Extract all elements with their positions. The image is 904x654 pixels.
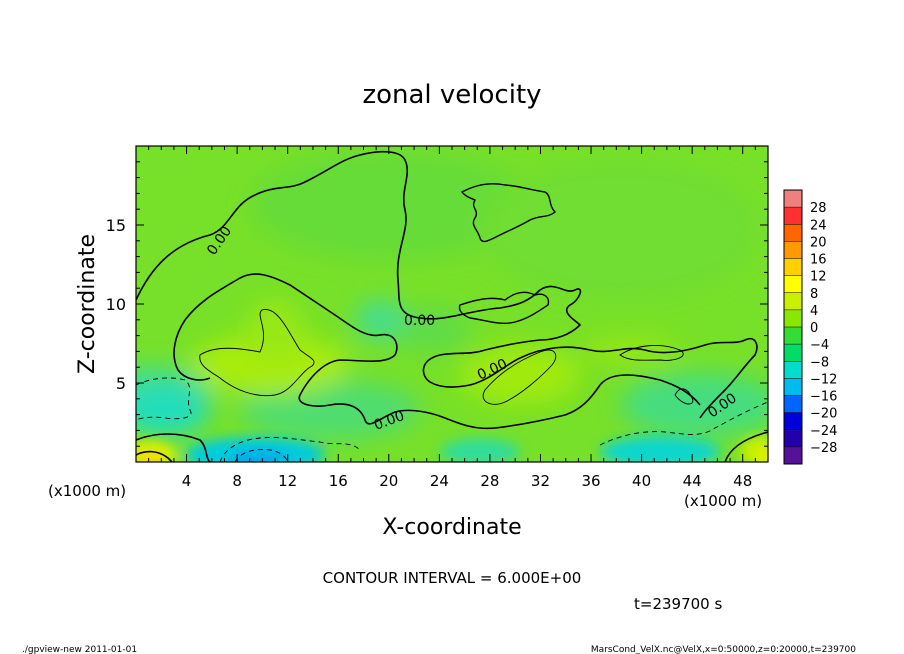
x-unit-label-left: (x1000 m) bbox=[48, 482, 126, 500]
colorbar-swatch bbox=[784, 207, 802, 225]
colorbar-swatch bbox=[784, 412, 802, 430]
neg-contour-dashed-bottom bbox=[219, 437, 361, 462]
colorbar-label: 0 bbox=[810, 321, 818, 336]
footer-left: ./gpview-new 2011-01-01 bbox=[22, 645, 137, 654]
zero-contour-left-edge bbox=[173, 319, 211, 381]
pos-contour-corner-left-inner bbox=[136, 450, 173, 462]
colorbar-label: −20 bbox=[810, 407, 837, 422]
colorbar-label: −24 bbox=[810, 424, 837, 439]
x-tick-label: 40 bbox=[632, 472, 651, 490]
x-tick-label: 24 bbox=[430, 472, 449, 490]
x-tick-label: 28 bbox=[480, 472, 499, 490]
neg-contour-dashed-right bbox=[599, 401, 768, 446]
colorbar-swatch bbox=[784, 395, 802, 413]
heatmap-field bbox=[136, 146, 768, 462]
y-tick-label: 5 bbox=[116, 374, 126, 393]
colorbar-label: 24 bbox=[810, 218, 827, 233]
pos-contour-corner-left bbox=[136, 433, 211, 462]
contour-lines bbox=[136, 150, 768, 462]
colorbar-label: 16 bbox=[810, 253, 827, 268]
colorbar-label: 8 bbox=[810, 287, 818, 302]
colorbar-label: 20 bbox=[810, 235, 827, 250]
x-tick-label: 36 bbox=[581, 472, 600, 490]
zero-contour-upper bbox=[136, 150, 582, 356]
y-axis: 5 10 15 bbox=[106, 161, 768, 447]
pos-contour-1 bbox=[199, 309, 315, 397]
chart-title: zonal velocity bbox=[362, 80, 541, 110]
colorbar-swatch bbox=[784, 378, 802, 396]
colorbar-swatch bbox=[784, 258, 802, 276]
x-tick-label: 8 bbox=[232, 472, 242, 490]
colorbar-label: 28 bbox=[810, 201, 827, 216]
x-tick-label: 44 bbox=[683, 472, 702, 490]
x-unit-label-right: (x1000 m) bbox=[684, 492, 762, 510]
colorbar-swatch bbox=[784, 327, 802, 345]
zero-contour-middle bbox=[184, 273, 701, 430]
colorbar: 28 24 20 16 12 8 4 0 −4 −8 −12 −16 −20 −24 −28 bbox=[783, 189, 837, 465]
x-tick-label: 32 bbox=[531, 472, 550, 490]
y-tick-label: 15 bbox=[106, 216, 126, 235]
time-label: t=239700 s bbox=[634, 595, 722, 613]
colorbar-label: −8 bbox=[810, 355, 829, 370]
colorbar-swatch bbox=[784, 361, 802, 379]
colorbar-swatch bbox=[784, 275, 802, 293]
x-tick-label: 48 bbox=[733, 472, 752, 490]
footer-right: MarsCond_VelX.nc@VelX,x=0:50000,z=0:2000… bbox=[591, 645, 856, 654]
contour-label: 0.00 bbox=[404, 313, 435, 329]
pos-contour-corner-right bbox=[724, 431, 768, 462]
x-axis-label: X-coordinate bbox=[382, 515, 521, 540]
colorbar-swatch bbox=[784, 224, 802, 242]
contour-interval-note: CONTOUR INTERVAL = 6.000E+00 bbox=[323, 569, 582, 587]
colorbar-label: 12 bbox=[810, 270, 827, 285]
colorbar-label: −28 bbox=[810, 441, 837, 456]
x-tick-label: 16 bbox=[329, 472, 348, 490]
colorbar-swatch bbox=[784, 344, 802, 362]
colorbar-label: 4 bbox=[810, 304, 818, 319]
colorbar-swatch bbox=[784, 429, 802, 447]
neg-contour-dashed-left bbox=[136, 377, 192, 421]
pos-contour-3 bbox=[619, 345, 684, 361]
colorbar-swatch bbox=[784, 446, 802, 464]
colorbar-swatch bbox=[784, 309, 802, 327]
y-axis-label: Z-coordinate bbox=[75, 234, 100, 374]
neg-contour-inner bbox=[234, 449, 289, 462]
colorbar-swatch bbox=[784, 190, 802, 208]
x-tick-label: 4 bbox=[182, 472, 192, 490]
colorbar-label: −16 bbox=[810, 390, 837, 405]
colorbar-swatch bbox=[784, 292, 802, 310]
colorbar-label: −12 bbox=[810, 372, 837, 387]
colorbar-swatch bbox=[784, 241, 802, 259]
zero-contour-left bbox=[422, 337, 758, 419]
pos-contour-4 bbox=[674, 388, 694, 405]
mid-island-contour bbox=[458, 291, 550, 325]
y-tick-label: 10 bbox=[106, 295, 126, 314]
upper-island-contour bbox=[460, 183, 557, 243]
x-tick-label: 12 bbox=[278, 472, 297, 490]
colorbar-label: −4 bbox=[810, 338, 829, 353]
pos-contour-2 bbox=[482, 349, 557, 405]
x-axis: 4 8 12 16 20 24 28 32 36 40 44 48 bbox=[148, 146, 756, 490]
x-tick-label: 20 bbox=[379, 472, 398, 490]
